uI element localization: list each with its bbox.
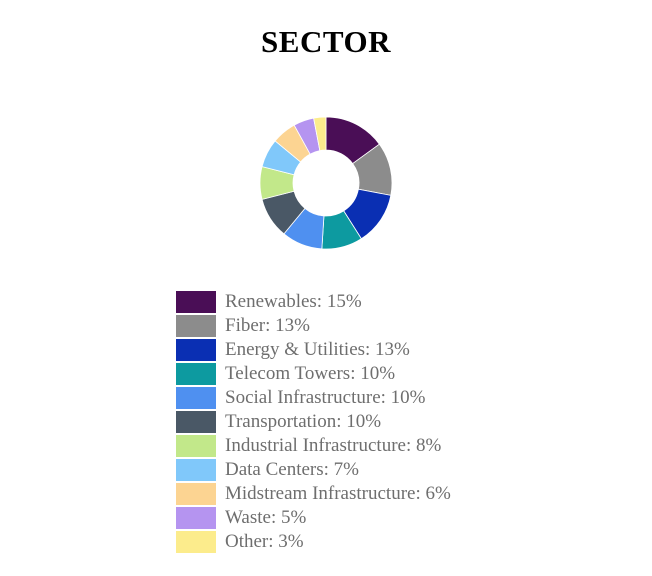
donut-chart xyxy=(259,116,393,250)
legend-swatch-transportation xyxy=(176,411,216,433)
legend-label-renewables: Renewables: 15% xyxy=(225,291,362,312)
legend-label-social-infrastructure: Social Infrastructure: 10% xyxy=(225,387,426,408)
legend-swatch-fiber xyxy=(176,315,216,337)
legend-label-transportation: Transportation: 10% xyxy=(225,411,382,432)
legend-swatch-waste xyxy=(176,507,216,529)
legend-label-data-centers: Data Centers: 7% xyxy=(225,459,360,480)
legend-swatch-midstream-infrastructure xyxy=(176,483,216,505)
legend-swatch-social-infrastructure xyxy=(176,387,216,409)
legend-label-fiber: Fiber: 13% xyxy=(225,315,310,336)
legend-swatch-data-centers xyxy=(176,459,216,481)
legend-label-telecom-towers: Telecom Towers: 10% xyxy=(225,363,396,384)
legend-label-waste: Waste: 5% xyxy=(225,507,307,528)
legend-swatch-industrial-infrastructure xyxy=(176,435,216,457)
legend-label-energy-utilities: Energy & Utilities: 13% xyxy=(225,339,410,360)
chart-title: SECTOR xyxy=(261,24,391,59)
legend-label-industrial-infrastructure: Industrial Infrastructure: 8% xyxy=(225,435,442,456)
slice-other xyxy=(313,116,327,152)
legend-swatch-energy-utilities xyxy=(176,339,216,361)
legend-swatch-other xyxy=(176,531,216,553)
legend-swatch-telecom-towers xyxy=(176,363,216,385)
legend-swatch-renewables xyxy=(176,291,216,313)
legend-label-other: Other: 3% xyxy=(225,531,304,552)
legend-label-midstream-infrastructure: Midstream Infrastructure: 6% xyxy=(225,483,451,504)
